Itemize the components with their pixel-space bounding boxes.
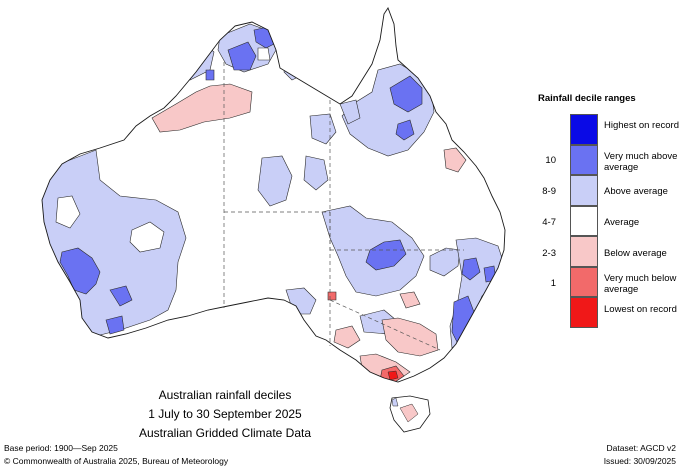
legend-swatch-average [570,205,598,236]
dataset: Dataset: AGCD v2 [606,443,676,453]
tasmania [389,395,431,433]
legend-swatch-highest [570,114,598,145]
legend-label-very-much-below: Very much below average [604,273,677,295]
legend-decile-2-3: 2-3 [542,248,556,259]
map-title-line-1: Australian rainfall deciles [158,388,292,402]
map-title-line-2: 1 July to 30 September 2025 [148,407,302,421]
legend-label-above: Above average [604,186,668,197]
base-period: Base period: 1900—Sep 2025 [4,443,118,453]
legend-label-average: Average [604,217,640,228]
state-borders [223,62,464,351]
legend-swatch-above [570,175,598,206]
legend-label-lowest: Lowest on record [604,304,677,315]
map-title: Australian rainfall deciles 1 July to 30… [110,386,340,443]
copyright: © Commonwealth of Australia 2025, Bureau… [4,456,229,466]
issued-date: Issued: 30/09/2025 [603,456,676,466]
legend-swatch-very-much-above [570,144,598,175]
legend-label-very-much-above: Very much above average [604,151,678,173]
legend-label-highest: Highest on record [604,120,679,131]
rainfall-decile-map [41,7,506,433]
legend-swatch-below [570,236,598,267]
legend-decile-8-9: 8-9 [542,186,556,197]
legend-title: Rainfall decile ranges [538,93,636,104]
legend-decile-10: 10 [545,155,556,166]
legend-swatch-lowest [570,297,598,328]
legend-decile-1: 1 [550,278,556,289]
map-title-line-3: Australian Gridded Climate Data [138,426,312,440]
legend-decile-4-7: 4-7 [542,217,556,228]
legend-label-below: Below average [604,248,667,259]
legend-swatch-very-much-below [570,266,598,297]
